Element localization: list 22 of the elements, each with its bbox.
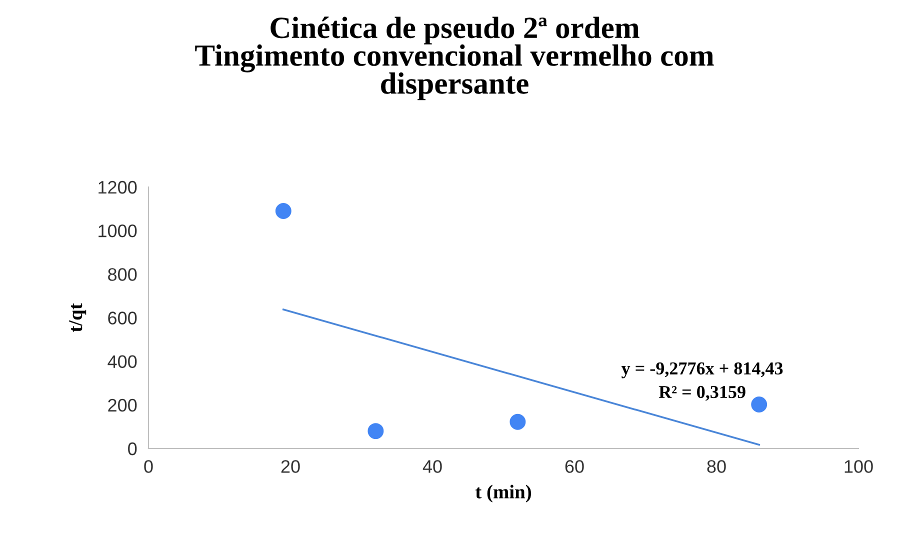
y-tick-label: 0 bbox=[128, 442, 137, 456]
point bbox=[751, 396, 768, 412]
chart-title: Cinética de pseudo 2ª ordem Tingimento convencional vermelho com dispersante bbox=[195, 16, 714, 100]
x-tick-label: 20 bbox=[281, 460, 300, 473]
x-tick-label: 80 bbox=[707, 460, 726, 473]
y-tick-label: 1200 bbox=[98, 180, 137, 194]
x-tick-label: 40 bbox=[422, 460, 442, 473]
x-axis-title: t (min) bbox=[475, 484, 531, 502]
point bbox=[275, 202, 292, 219]
y-tick-label: 800 bbox=[108, 268, 137, 281]
x-tick-label: 60 bbox=[565, 460, 584, 473]
point bbox=[510, 414, 526, 430]
annotation: R² = 0,3159 bbox=[658, 386, 746, 401]
point bbox=[368, 423, 384, 440]
y-tick-label: 600 bbox=[108, 312, 137, 324]
x-tick-label: 100 bbox=[844, 460, 873, 473]
annotation: y = -9,2776x + 814,43 bbox=[621, 362, 783, 378]
y-tick-label: 1000 bbox=[98, 224, 137, 238]
y-tick-label: 200 bbox=[108, 398, 137, 412]
x-tick-label: 0 bbox=[144, 460, 153, 473]
y-tick-label: 400 bbox=[108, 355, 137, 368]
y-axis-title: t/qt bbox=[69, 303, 86, 332]
